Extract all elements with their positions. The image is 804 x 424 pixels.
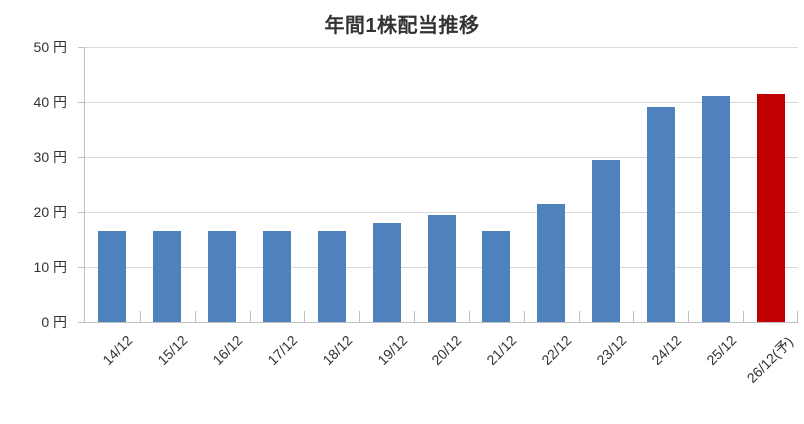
gridline	[85, 212, 798, 213]
y-axis-label: 20 円	[33, 204, 67, 220]
x-axis-label: 20/12	[428, 332, 465, 369]
x-axis-label: 16/12	[209, 332, 246, 369]
x-axis-label: 22/12	[538, 332, 575, 369]
bar	[537, 204, 565, 322]
gridline	[85, 157, 798, 158]
x-axis-tick	[304, 311, 305, 322]
bar	[98, 231, 126, 322]
x-axis-tick	[579, 311, 580, 322]
x-axis-label: 24/12	[648, 332, 685, 369]
x-axis-tick	[250, 311, 251, 322]
x-axis-tick	[195, 311, 196, 322]
y-axis-label: 50 円	[33, 39, 67, 55]
chart-title: 年間1株配当推移	[324, 15, 480, 37]
y-axis-tick	[78, 267, 84, 268]
x-axis-label: 26/12(予)	[743, 333, 796, 386]
y-axis-tick	[78, 212, 84, 213]
bar	[373, 223, 401, 322]
x-axis-tick	[414, 311, 415, 322]
bar	[592, 160, 620, 322]
x-axis-tick	[633, 311, 634, 322]
bar	[647, 107, 675, 322]
gridline	[85, 102, 798, 103]
x-axis-label: 23/12	[593, 332, 630, 369]
bar	[318, 231, 346, 322]
x-axis-label: 15/12	[154, 332, 191, 369]
x-axis-labels: 14/12 15/12 16/12 17/12 18/12 19/12 20/12 21/12…	[85, 322, 798, 422]
y-axis-label: 40 円	[33, 94, 67, 110]
y-axis-tick	[78, 322, 84, 323]
y-axis-label: 10 円	[33, 259, 67, 275]
x-axis-tick	[359, 311, 360, 322]
x-axis-label: 14/12	[99, 332, 136, 369]
x-axis-tick	[743, 311, 744, 322]
y-axis-label: 0 円	[41, 314, 67, 330]
bar	[263, 231, 291, 322]
plot-area: 50 円 40 円 30 円 20 円 10 円 0 円 14/12 15/12 16/12 1…	[34, 39, 798, 386]
x-axis-tick	[688, 311, 689, 322]
bar-forecast	[757, 94, 785, 322]
bar	[208, 231, 236, 322]
y-axis-label: 30 円	[33, 149, 67, 165]
bar	[702, 96, 730, 322]
x-axis-tick	[524, 311, 525, 322]
bar	[482, 231, 510, 322]
x-axis-tick	[469, 311, 470, 322]
bar	[153, 231, 181, 322]
x-axis-label: 18/12	[319, 332, 356, 369]
y-axis-tick	[78, 47, 84, 48]
y-axis-tick	[78, 102, 84, 103]
x-axis-label: 21/12	[483, 332, 520, 369]
bar	[428, 215, 456, 322]
x-axis-label: 17/12	[264, 332, 301, 369]
y-axis-tick	[78, 157, 84, 158]
x-axis-tick	[797, 311, 798, 322]
x-axis-tick	[140, 311, 141, 322]
x-axis-label: 25/12	[703, 332, 740, 369]
x-axis-label: 19/12	[374, 332, 411, 369]
gridline	[85, 47, 798, 48]
